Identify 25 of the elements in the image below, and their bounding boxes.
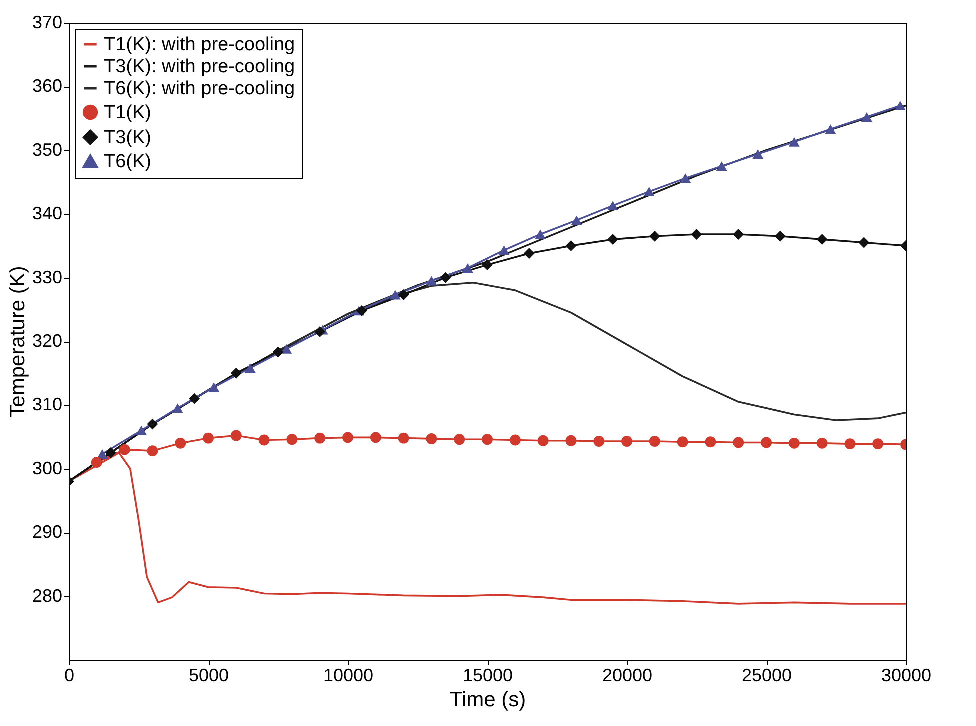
y-tick-label: 320 [32,331,62,351]
x-tick-label: 10000 [323,666,374,686]
x-tick-label: 30000 [881,666,932,686]
y-tick-label: 290 [32,522,62,542]
y-tick-label: 330 [32,267,62,288]
legend-label: T3(K): with pre-cooling [104,56,296,78]
legend-label: T1(K) [104,102,152,124]
legend-label: T6(K) [104,152,152,172]
x-tick-label: 15000 [462,666,514,686]
y-tick-label: 340 [32,204,62,224]
legend-label: T1(K): with pre-cooling [104,34,296,56]
legend-label: T3(K) [104,128,152,148]
y-tick-label: 360 [32,76,62,96]
y-tick-label: 280 [32,586,62,606]
x-tick-label: 0 [64,666,75,686]
y-axis-title: Temperature (K) [6,266,30,418]
x-tick-label: 5000 [188,666,230,686]
x-tick-label: 25000 [742,666,792,686]
y-tick-label: 350 [32,140,62,160]
y-tick-label: 300 [32,458,62,478]
x-axis-title: Time (s) [450,688,526,712]
x-tick-label: 20000 [602,666,653,686]
y-tick-label: 370 [32,12,62,32]
legend-label: T6(K): with pre-cooling [104,78,296,100]
y-tick-label: 310 [32,394,62,415]
